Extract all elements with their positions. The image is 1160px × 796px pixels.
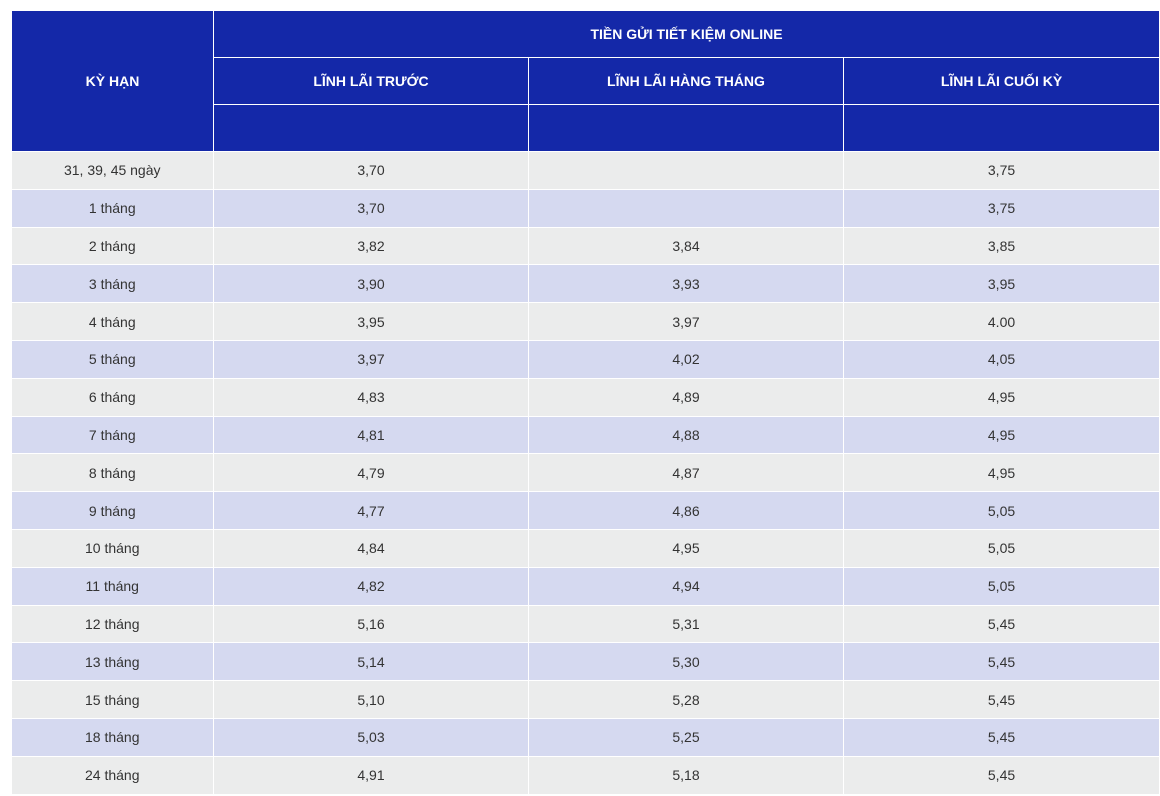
rate-cell: 4,02 [528, 339, 844, 379]
term-cell: 7 tháng [11, 415, 214, 455]
rate-cell: 3,90 [213, 264, 529, 304]
term-cell: 3 tháng [11, 264, 214, 304]
table-header: KỲ HẠN TIỀN GỬI TIẾT KIỆM ONLINE LĨNH LÃ… [11, 10, 1160, 152]
term-cell: 15 tháng [11, 680, 214, 719]
rate-cell: 5,28 [528, 680, 844, 719]
rate-cell: 4,89 [528, 377, 844, 417]
table-row: 15 tháng 5,10 5,28 5,45 [11, 680, 1160, 719]
term-cell: 6 tháng [11, 377, 214, 417]
term-cell: 4 tháng [11, 302, 214, 341]
term-header: KỲ HẠN [11, 10, 214, 152]
rate-cell: 4,77 [213, 491, 529, 530]
rate-cell: 4,91 [213, 755, 529, 795]
rate-cell: 5,45 [842, 642, 1160, 682]
table-row: 9 tháng 4,77 4,86 5,05 [11, 491, 1160, 530]
rate-cell: 3,97 [528, 302, 844, 341]
table-body: 31, 39, 45 ngày 3,70 3,75 1 tháng 3,70 3,75 2 … [11, 151, 1160, 795]
rate-cell: 3,75 [842, 151, 1160, 190]
table-row: 6 tháng 4,83 4,89 4,95 [11, 377, 1160, 417]
term-cell: 1 tháng [11, 188, 214, 228]
table-row: 12 tháng 5,16 5,31 5,45 [11, 604, 1160, 644]
term-cell: 10 tháng [11, 528, 214, 568]
rate-cell [528, 188, 844, 228]
rate-cell: 3,75 [842, 188, 1160, 228]
term-cell: 8 tháng [11, 453, 214, 493]
rate-cell: 5,05 [842, 566, 1160, 606]
rate-cell: 5,45 [842, 604, 1160, 644]
table-row: 10 tháng 4,84 4,95 5,05 [11, 528, 1160, 568]
table-row: 3 tháng 3,90 3,93 3,95 [11, 264, 1160, 304]
rate-cell: 4,87 [528, 453, 844, 493]
rate-cell: 3,95 [213, 302, 529, 341]
table-row: 31, 39, 45 ngày 3,70 3,75 [11, 151, 1160, 190]
table-row: 5 tháng 3,97 4,02 4,05 [11, 339, 1160, 379]
table-row: 4 tháng 3,95 3,97 4.00 [11, 302, 1160, 341]
rate-cell: 5,03 [213, 717, 529, 757]
rate-cell: 4,82 [213, 566, 529, 606]
rate-cell: 4,84 [213, 528, 529, 568]
group-header: TIỀN GỬI TIẾT KIỆM ONLINE [212, 10, 1160, 58]
header-spacer [842, 104, 1160, 152]
rate-cell: 5,14 [213, 642, 529, 682]
table-row: 24 tháng 4,91 5,18 5,45 [11, 755, 1160, 795]
column-header: LĨNH LÃI TRƯỚC [213, 57, 529, 105]
rate-cell: 3,70 [213, 188, 529, 228]
rate-cell: 4,81 [213, 415, 529, 455]
table-row: 2 tháng 3,82 3,84 3,85 [11, 226, 1160, 266]
term-cell: 9 tháng [11, 491, 214, 530]
rate-cell: 5,25 [528, 717, 844, 757]
term-cell: 5 tháng [11, 339, 214, 379]
rate-cell: 3,97 [213, 339, 529, 379]
rate-cell: 4,83 [213, 377, 529, 417]
term-cell: 11 tháng [11, 566, 214, 606]
table-row: 13 tháng 5,14 5,30 5,45 [11, 642, 1160, 682]
rate-cell: 4,94 [528, 566, 844, 606]
table-row: 7 tháng 4,81 4,88 4,95 [11, 415, 1160, 455]
rate-cell: 5,45 [842, 717, 1160, 757]
rate-cell: 3,85 [842, 226, 1160, 266]
header-spacer [213, 104, 529, 152]
rate-cell: 5,30 [528, 642, 844, 682]
rate-cell: 4,79 [213, 453, 529, 493]
term-cell: 13 tháng [11, 642, 214, 682]
term-cell: 24 tháng [11, 755, 214, 795]
rate-cell: 4,05 [842, 339, 1160, 379]
table-row: 18 tháng 5,03 5,25 5,45 [11, 717, 1160, 757]
rate-cell [528, 151, 844, 190]
rate-cell: 5,10 [213, 680, 529, 719]
rate-cell: 4,86 [528, 491, 844, 530]
rate-table: KỲ HẠN TIỀN GỬI TIẾT KIỆM ONLINE LĨNH LÃ… [11, 10, 1160, 795]
rate-cell: 3,70 [213, 151, 529, 190]
rate-cell: 4,95 [842, 415, 1160, 455]
rate-cell: 4.00 [842, 302, 1160, 341]
header-spacer [528, 104, 844, 152]
rate-cell: 3,82 [213, 226, 529, 266]
rate-cell: 3,93 [528, 264, 844, 304]
rate-cell: 4,95 [528, 528, 844, 568]
rate-cell: 5,05 [842, 528, 1160, 568]
rate-cell: 3,84 [528, 226, 844, 266]
rate-cell: 4,95 [842, 377, 1160, 417]
term-cell: 31, 39, 45 ngày [11, 151, 214, 190]
column-header: LĨNH LÃI CUỐI KỲ [842, 57, 1160, 105]
table-row: 8 tháng 4,79 4,87 4,95 [11, 453, 1160, 493]
rate-cell: 5,45 [842, 755, 1160, 795]
column-header: LĨNH LÃI HÀNG THÁNG [528, 57, 844, 105]
term-cell: 2 tháng [11, 226, 214, 266]
term-cell: 18 tháng [11, 717, 214, 757]
rate-cell: 5,31 [528, 604, 844, 644]
rate-cell: 3,95 [842, 264, 1160, 304]
rate-cell: 5,05 [842, 491, 1160, 530]
rate-cell: 4,88 [528, 415, 844, 455]
table-row: 1 tháng 3,70 3,75 [11, 188, 1160, 228]
rate-cell: 5,45 [842, 680, 1160, 719]
rate-cell: 5,18 [528, 755, 844, 795]
term-cell: 12 tháng [11, 604, 214, 644]
rate-cell: 5,16 [213, 604, 529, 644]
table-row: 11 tháng 4,82 4,94 5,05 [11, 566, 1160, 606]
rate-cell: 4,95 [842, 453, 1160, 493]
